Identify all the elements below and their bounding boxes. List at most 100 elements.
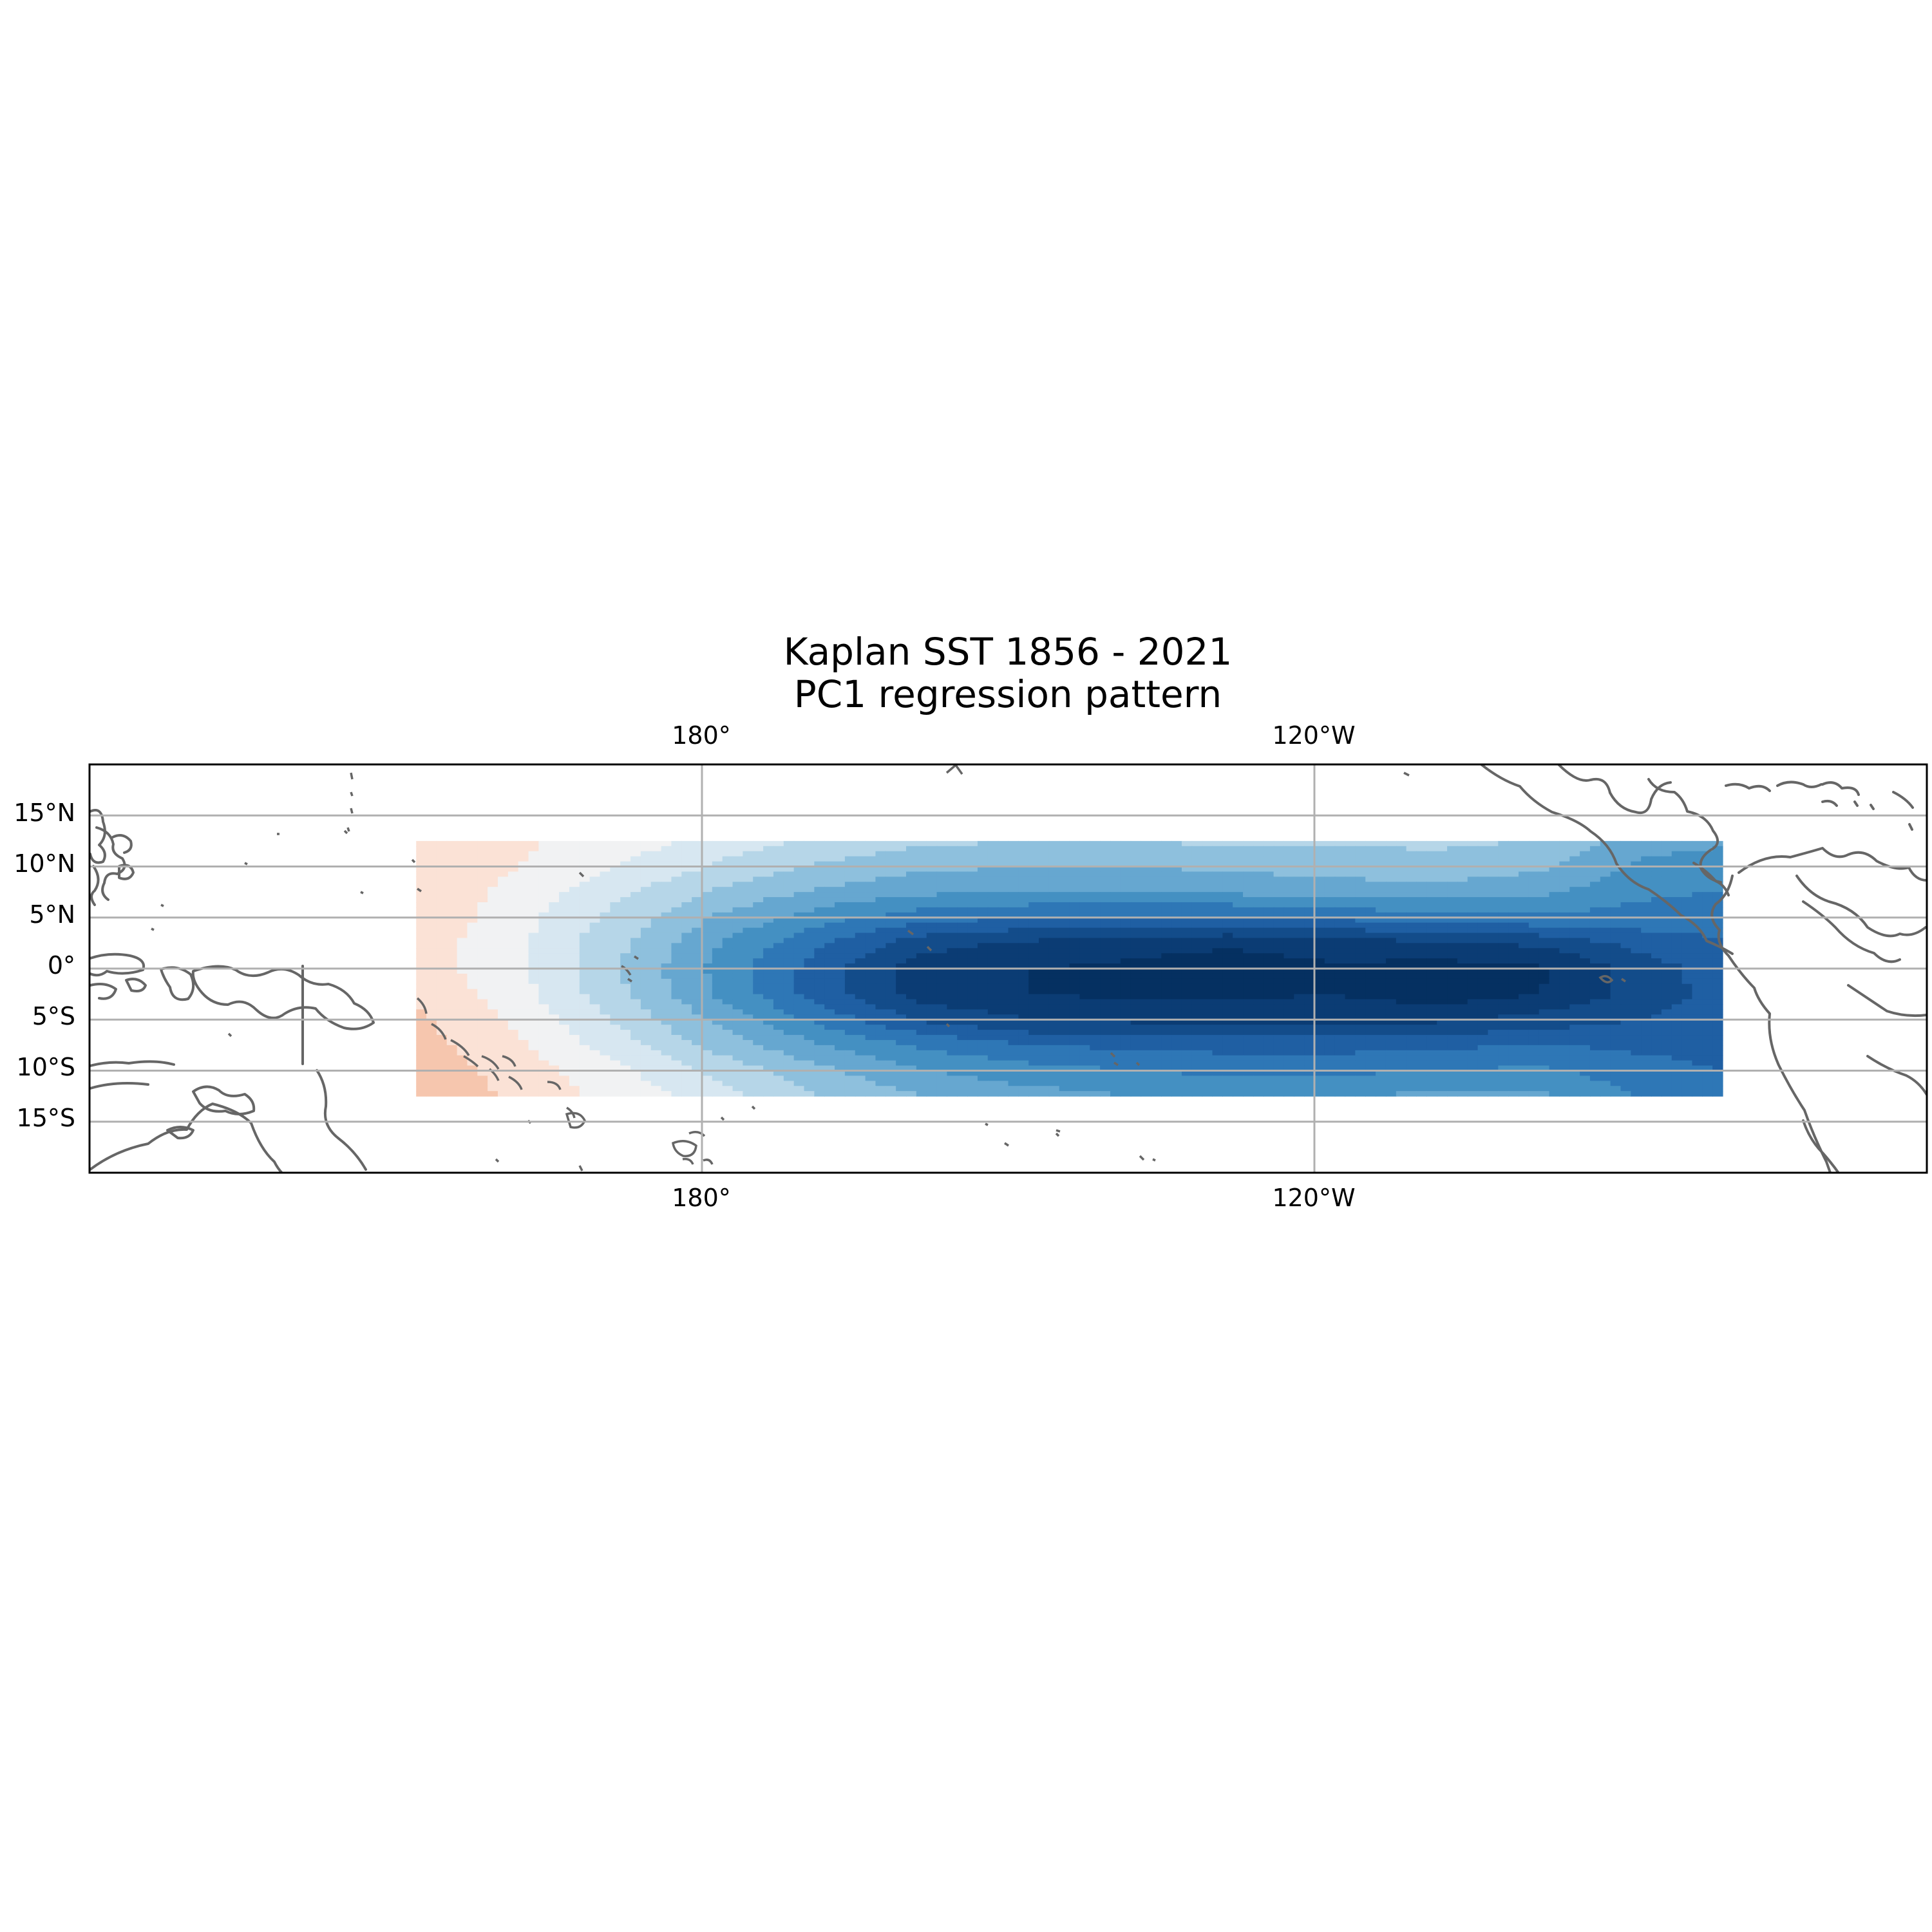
sst-field-cell <box>916 963 927 969</box>
sst-field-cell <box>1457 1009 1468 1015</box>
sst-field-cell <box>763 1030 774 1036</box>
sst-field-cell <box>426 912 437 918</box>
sst-field-cell <box>1120 973 1132 980</box>
sst-field-cell <box>1580 1035 1591 1041</box>
sst-field-cell <box>743 1009 753 1015</box>
sst-field-cell <box>875 969 886 974</box>
sst-field-cell <box>498 851 509 857</box>
sst-field-cell <box>1610 840 1622 847</box>
sst-field-cell <box>998 989 1009 995</box>
sst-field-cell <box>1467 958 1479 964</box>
sst-field-cell <box>1069 1004 1081 1010</box>
sst-field-cell <box>1294 912 1305 918</box>
sst-field-cell <box>1110 1009 1121 1015</box>
sst-field-cell <box>957 917 968 923</box>
sst-field-cell <box>875 887 886 893</box>
sst-field-cell <box>1620 887 1631 893</box>
sst-field-cell <box>1376 1009 1387 1015</box>
sst-field-cell <box>926 933 938 939</box>
sst-field-cell <box>1528 846 1540 852</box>
sst-field-cell <box>1079 922 1090 929</box>
sst-field-cell <box>1171 953 1182 959</box>
sst-field-cell <box>896 897 907 903</box>
sst-field-cell <box>793 1014 805 1020</box>
sst-field-cell <box>1253 1025 1264 1030</box>
sst-field-cell <box>1222 958 1233 964</box>
sst-field-cell <box>732 912 743 918</box>
sst-field-cell <box>1039 989 1050 995</box>
sst-field-cell <box>1549 887 1560 893</box>
sst-field-cell <box>1396 902 1407 908</box>
sst-field-cell <box>1528 851 1540 857</box>
sst-field-cell <box>692 983 703 990</box>
sst-field-cell <box>722 958 734 964</box>
sst-field-cell <box>1273 943 1285 949</box>
sst-field-cell <box>967 887 978 893</box>
sst-field-cell <box>855 897 866 903</box>
sst-field-cell <box>661 943 672 949</box>
sst-field-cell <box>507 1019 519 1025</box>
sst-field-cell <box>1631 973 1642 980</box>
sst-field-cell <box>1191 973 1203 980</box>
sst-field-cell <box>1498 866 1509 873</box>
sst-field-cell <box>1508 892 1519 898</box>
sst-field-cell <box>1600 1014 1611 1020</box>
sst-field-cell <box>661 866 672 873</box>
sst-field-cell <box>1692 851 1703 857</box>
sst-field-cell <box>1631 907 1642 913</box>
sst-field-cell <box>835 866 846 873</box>
sst-field-cell <box>1334 902 1346 908</box>
sst-field-cell <box>1243 1004 1254 1010</box>
sst-field-cell <box>906 958 917 964</box>
sst-field-cell <box>518 938 529 943</box>
sst-field-cell <box>1324 840 1336 847</box>
sst-field-cell <box>947 856 958 862</box>
sst-field-cell <box>1447 969 1458 974</box>
sst-field-cell <box>1589 907 1601 913</box>
sst-field-cell <box>783 1019 795 1025</box>
sst-field-cell <box>1600 851 1611 857</box>
sst-field-cell <box>906 887 917 893</box>
sst-field-cell <box>1141 978 1151 985</box>
sst-field-cell <box>1314 999 1325 1005</box>
sst-field-cell <box>1039 994 1050 1000</box>
sst-field-cell <box>1457 861 1468 867</box>
sst-field-cell <box>1631 922 1642 929</box>
sst-field-cell <box>1508 917 1519 923</box>
sst-field-cell <box>416 846 427 852</box>
sst-field-cell <box>1385 1035 1397 1041</box>
sst-field-cell <box>528 933 539 939</box>
sst-field-cell <box>1385 969 1397 974</box>
sst-field-cell <box>1671 983 1683 990</box>
sst-field-cell <box>1314 973 1325 980</box>
sst-field-cell <box>1079 917 1090 923</box>
sst-field-cell <box>1243 840 1254 847</box>
sst-field-cell <box>844 907 856 913</box>
sst-field-cell <box>773 948 784 954</box>
sst-field-cell <box>1110 938 1121 943</box>
sst-field-cell <box>1294 983 1305 990</box>
sst-field-cell <box>886 851 896 857</box>
sst-field-cell <box>844 840 856 847</box>
sst-field-cell <box>610 851 621 857</box>
sst-field-cell <box>947 933 958 939</box>
sst-field-cell <box>947 1014 958 1020</box>
title-line-2: PC1 regression pattern <box>794 672 1222 716</box>
sst-field-cell <box>753 887 764 893</box>
sst-field-cell <box>1519 846 1530 852</box>
sst-field-cell <box>1457 897 1468 903</box>
sst-field-cell <box>549 999 560 1005</box>
sst-field-cell <box>977 1009 989 1015</box>
sst-field-cell <box>1610 917 1622 923</box>
sst-field-cell <box>1467 1009 1479 1015</box>
sst-field-cell <box>1641 1009 1652 1015</box>
sst-field-cell <box>1304 953 1315 959</box>
sst-field-cell <box>875 882 886 887</box>
sst-field-cell <box>804 866 815 873</box>
sst-field-cell <box>1641 963 1652 969</box>
sst-field-cell <box>1671 953 1683 959</box>
sst-field-cell <box>559 876 570 882</box>
sst-field-cell <box>783 989 795 995</box>
sst-field-cell <box>1416 1014 1427 1020</box>
sst-field-cell <box>477 922 488 929</box>
